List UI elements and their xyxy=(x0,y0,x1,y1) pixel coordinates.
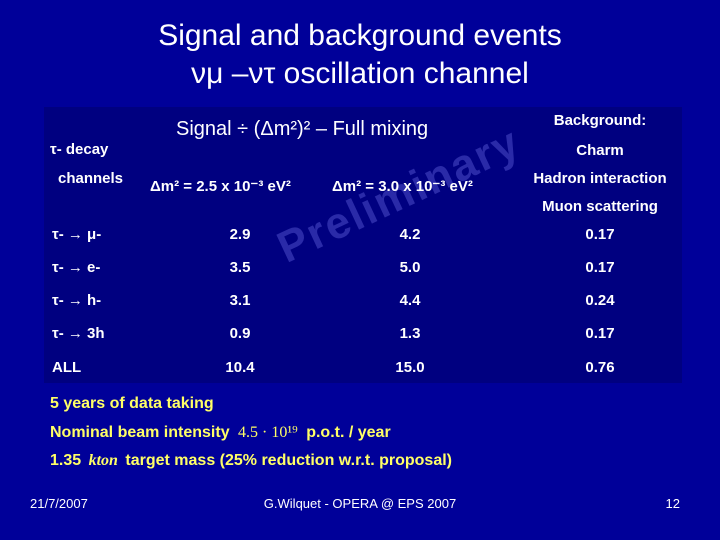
footer-page-number: 12 xyxy=(665,496,680,511)
note-target-text: target mass (25% reduction w.r.t. propos… xyxy=(125,452,452,469)
row-bg: 0.17 xyxy=(585,325,615,342)
footer-center: G.Wilquet - OPERA @ EPS 2007 xyxy=(263,496,457,511)
row-bg: 0.17 xyxy=(585,226,615,243)
col2-header: Δm² = 3.0 x 10⁻³ eV² xyxy=(332,178,473,195)
footer-date: 21/7/2007 xyxy=(30,496,88,511)
note-target-unit: kton xyxy=(88,452,118,469)
results-table xyxy=(44,107,682,383)
row-bg: 0.17 xyxy=(585,259,615,276)
row-col1: 10.4 xyxy=(225,359,255,376)
note-target: 1.35 kton target mass (25% reduction w.r… xyxy=(50,452,452,470)
bg-line-muon: Muon scattering xyxy=(542,198,658,215)
row-label-header-2: channels xyxy=(58,170,124,187)
note-years: 5 years of data taking xyxy=(50,395,214,412)
row-label-all: ALL xyxy=(52,359,82,376)
bg-line-hadron: Hadron interaction xyxy=(533,170,667,187)
signal-header: Signal ÷ (Δm²)² – Full mixing xyxy=(176,118,429,140)
row-label: τ- → h- xyxy=(52,292,102,309)
slide-title-line2: νμ –ντ oscillation channel xyxy=(191,57,529,90)
note-beam-label: Nominal beam intensity xyxy=(50,424,230,441)
bg-line-charm: Charm xyxy=(576,142,624,159)
row-col2: 5.0 xyxy=(399,259,421,276)
note-target-value: 1.35 xyxy=(50,452,82,469)
row-bg: 0.76 xyxy=(585,359,615,376)
row-bg: 0.24 xyxy=(585,292,615,309)
background-header: Background: xyxy=(553,112,647,129)
row-col1: 2.9 xyxy=(229,226,251,243)
row-col2: 15.0 xyxy=(395,359,425,376)
row-col1: 3.1 xyxy=(229,292,251,309)
row-label: τ- → 3h xyxy=(52,325,105,342)
note-beam-value: 4.5 · 10¹⁹ xyxy=(238,424,298,441)
col1-header: Δm² = 2.5 x 10⁻³ eV² xyxy=(150,178,291,195)
row-label: τ- → μ- xyxy=(52,226,102,243)
row-label: τ- → e- xyxy=(52,259,101,276)
note-beam: Nominal beam intensity 4.5 · 10¹⁹ p.o.t.… xyxy=(50,424,391,442)
row-col1: 0.9 xyxy=(229,325,251,342)
row-label-header-1: τ- decay xyxy=(50,141,109,158)
row-col2: 4.2 xyxy=(399,226,421,243)
row-col2: 4.4 xyxy=(399,292,421,309)
slide-title-line1: Signal and background events xyxy=(158,19,562,52)
row-col1: 3.5 xyxy=(229,259,251,276)
note-beam-unit: p.o.t. / year xyxy=(306,424,391,441)
row-col2: 1.3 xyxy=(399,325,421,342)
